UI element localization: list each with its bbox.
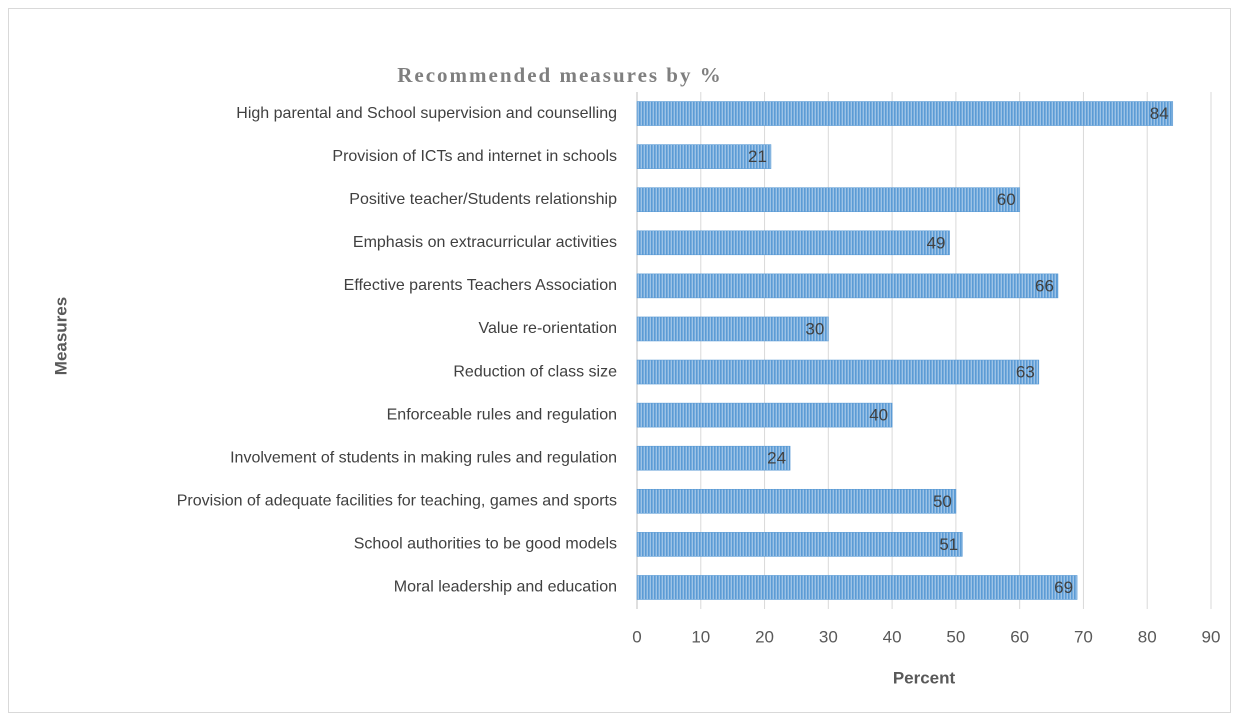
x-axis-title: Percent [893, 668, 956, 687]
y-tick-label: Provision of adequate facilities for tea… [177, 493, 617, 510]
bar [636, 488, 957, 514]
y-tick-label: Positive teacher/Students relationship [349, 191, 617, 208]
data-label: 84 [1150, 104, 1169, 123]
data-label: 69 [1054, 578, 1073, 597]
y-tick-label: High parental and School supervision and… [236, 105, 617, 122]
data-label: 21 [748, 147, 767, 166]
x-tick-label: 80 [1138, 627, 1157, 646]
x-tick-label: 30 [819, 627, 838, 646]
data-label: 63 [1016, 363, 1035, 382]
bar [636, 575, 1078, 600]
x-tick-label: 20 [755, 627, 774, 646]
x-tick-label: 10 [691, 627, 710, 646]
x-tick-label: 70 [1074, 627, 1093, 646]
y-tick-label: Provision of ICTs and internet in school… [332, 148, 617, 165]
x-tick-label: 60 [1010, 627, 1029, 646]
data-label: 24 [767, 449, 786, 468]
bar [636, 445, 791, 471]
x-tick-label: 0 [632, 627, 641, 646]
y-tick-label: Moral leadership and education [394, 579, 617, 596]
bar [636, 273, 1059, 299]
y-tick-label: Enforceable rules and regulation [387, 406, 617, 423]
y-tick-label: Reduction of class size [453, 363, 617, 380]
data-label: 50 [933, 492, 952, 511]
bar [636, 101, 1174, 126]
data-label: 49 [927, 233, 946, 252]
data-label: 60 [997, 190, 1016, 209]
bar [636, 402, 893, 428]
x-tick-label: 40 [883, 627, 902, 646]
x-tick-label: 50 [946, 627, 965, 646]
bar [636, 230, 950, 256]
bar [636, 316, 829, 342]
y-tick-label: School authorities to be good models [354, 536, 617, 553]
data-label: 30 [805, 319, 824, 338]
y-axis-title: Measures [51, 297, 70, 375]
y-tick-label: Emphasis on extracurricular activities [353, 234, 617, 251]
chart-title: Recommended measures by % [397, 63, 723, 87]
y-tick-label: Value re-orientation [479, 320, 617, 337]
data-label: 51 [939, 535, 958, 554]
y-tick-label: Involvement of students in making rules … [230, 449, 617, 466]
bar [636, 187, 1020, 213]
data-label: 40 [869, 406, 888, 425]
bar [636, 144, 772, 169]
data-label: 66 [1035, 276, 1054, 295]
y-tick-label: Effective parents Teachers Association [344, 277, 617, 294]
bar [636, 532, 963, 557]
x-tick-label: 90 [1202, 627, 1221, 646]
bar [636, 359, 1040, 385]
